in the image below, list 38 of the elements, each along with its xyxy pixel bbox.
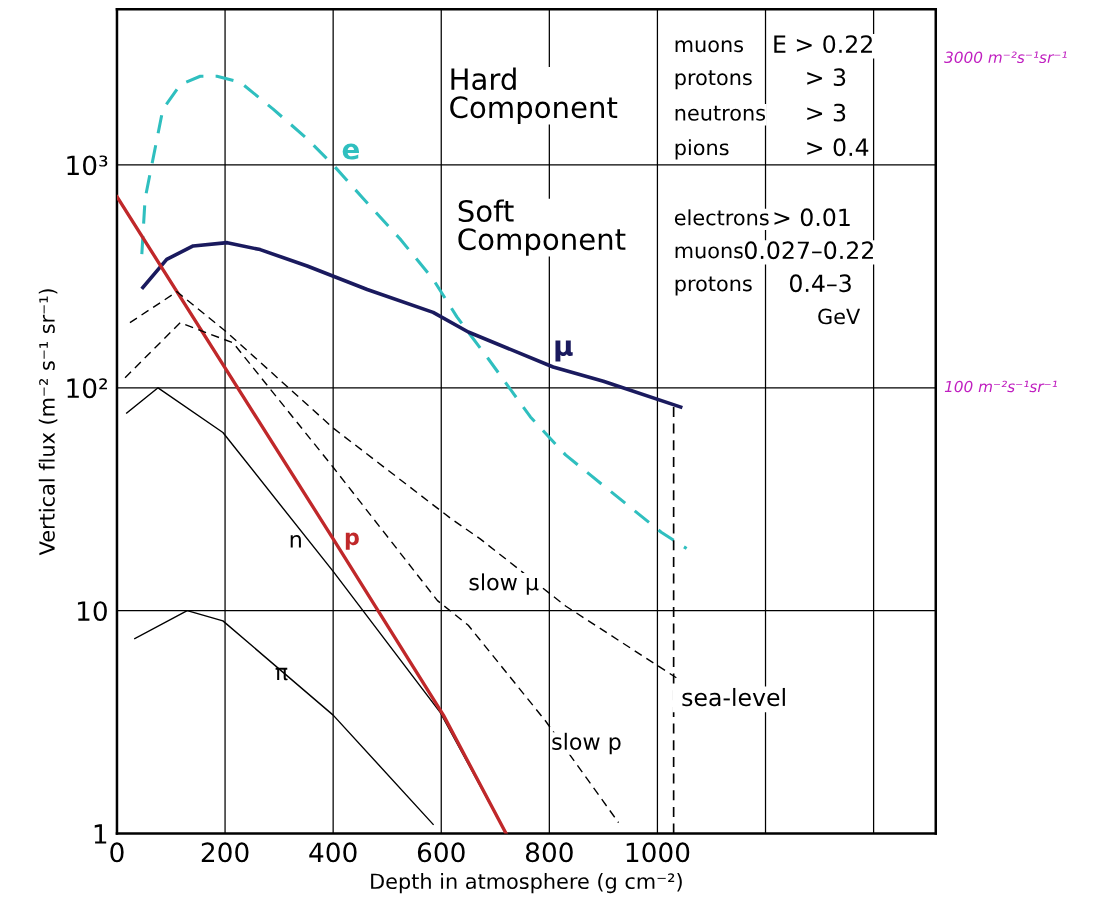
annotation: pions <box>675 139 729 160</box>
annotation: protons <box>675 70 752 90</box>
series-label: μ <box>555 340 573 362</box>
y-tick-label: 10² <box>67 378 107 399</box>
series-label: p <box>345 532 359 550</box>
x-tick-label: 800 <box>525 842 573 863</box>
y-axis-title: Vertical flux (m⁻² s⁻¹ sr⁻¹) <box>38 289 58 556</box>
annotation: E > 0.22 <box>774 35 872 54</box>
annotation: > 0.4 <box>807 138 869 157</box>
ref-line-label: sea-level <box>682 687 785 707</box>
annotation: neutrons <box>675 105 766 121</box>
series-label: slow p <box>552 732 621 755</box>
series-label: n <box>290 534 301 548</box>
annotation: > 0.01 <box>774 208 850 227</box>
series-label: slow μ <box>469 573 539 595</box>
x-tick-label: 600 <box>417 842 465 863</box>
x-tick-label: 1000 <box>626 842 690 863</box>
x-tick-label: 0 <box>110 842 124 863</box>
annotation: > 3 <box>807 103 846 122</box>
y-tick-label: 10 <box>77 601 107 622</box>
annotation: electrons <box>674 209 769 226</box>
x-axis-title: Depth in atmosphere (g cm⁻²) <box>371 872 682 894</box>
annotation: muons <box>675 246 744 259</box>
annotation: Hard Component <box>450 67 618 124</box>
text: 3000 m⁻²s⁻¹sr⁻¹ <box>944 51 1067 64</box>
y-tick-label: 1 <box>94 824 107 844</box>
x-tick-label: 200 <box>201 842 249 863</box>
annotation: 0.4–3 <box>789 274 851 293</box>
annotation: Soft Component <box>458 199 626 256</box>
annotation: protons <box>675 276 752 296</box>
annotation: 0.027–0.22 <box>744 241 873 260</box>
series-label: e <box>342 143 359 160</box>
x-tick-label: 400 <box>309 842 357 863</box>
annotation: GeV <box>818 308 861 325</box>
y-tick-label: 10³ <box>67 155 108 176</box>
text: 100 m⁻²s⁻¹sr⁻¹ <box>944 380 1057 393</box>
annotation: muons <box>675 40 744 53</box>
annotation: > 3 <box>807 68 846 87</box>
